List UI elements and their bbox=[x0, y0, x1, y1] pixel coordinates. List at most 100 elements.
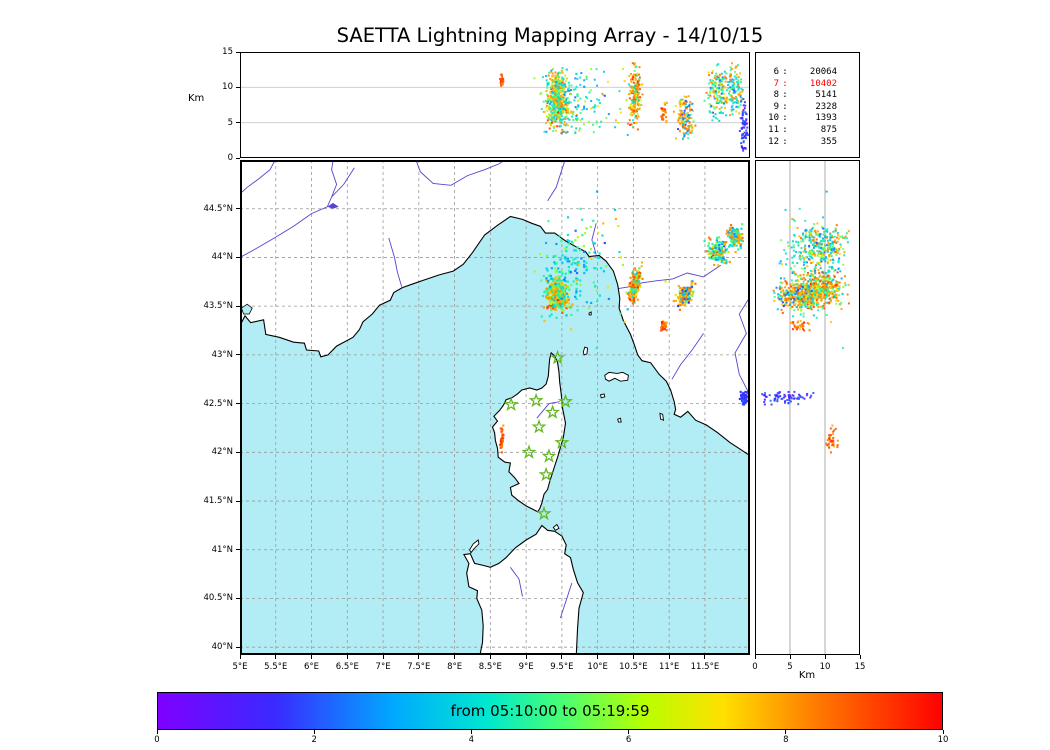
altitude-vs-longitude-panel bbox=[240, 52, 750, 158]
stats-row: 12: 355 bbox=[763, 137, 860, 149]
tick-mark bbox=[313, 730, 315, 734]
tick-mark bbox=[239, 655, 241, 659]
tick-mark bbox=[942, 730, 944, 734]
tick-mark bbox=[668, 655, 670, 659]
tick-mark bbox=[418, 655, 420, 659]
stats-count: 875 bbox=[820, 124, 837, 135]
colorbar-tick-label: 8 bbox=[783, 735, 789, 745]
tick-mark bbox=[236, 597, 240, 599]
longitude-tick-label: 6°E bbox=[304, 662, 320, 672]
tick-mark bbox=[454, 655, 456, 659]
stats-count: 20064 bbox=[809, 67, 837, 77]
tick-mark bbox=[789, 655, 791, 659]
longitude-tick-label: 11°E bbox=[658, 662, 680, 672]
tick-mark bbox=[236, 51, 240, 53]
tick-mark bbox=[236, 157, 240, 159]
colorbar-tick-label: 6 bbox=[625, 735, 632, 745]
right-panel-xlabel: Km bbox=[798, 670, 816, 681]
latitude-tick-label: 41°N bbox=[211, 544, 233, 555]
stats-separator: : bbox=[782, 101, 788, 112]
longitude-tick-label: 5°E bbox=[232, 662, 248, 672]
altitude-tick-label: 10 bbox=[819, 662, 831, 672]
altitude-vs-latitude-panel bbox=[755, 160, 860, 655]
longitude-tick-label: 10.5°E bbox=[619, 662, 648, 672]
stats-altitude: 12 bbox=[768, 136, 779, 147]
stats-row: 6: 20064 bbox=[763, 67, 860, 79]
latitude-tick-label: 43°N bbox=[211, 349, 233, 360]
tick-mark bbox=[754, 655, 756, 659]
longitude-tick-label: 9.5°E bbox=[550, 662, 574, 672]
longitude-tick-label: 10°E bbox=[587, 662, 608, 672]
stats-separator: : bbox=[782, 67, 788, 77]
latitude-tick-label: 40°N bbox=[211, 642, 233, 653]
colorbar-gradient bbox=[157, 692, 943, 730]
longitude-tick-label: 8°E bbox=[447, 662, 463, 672]
stats-altitude: 10 bbox=[768, 113, 779, 124]
tick-mark bbox=[311, 655, 313, 659]
tick-mark bbox=[704, 655, 706, 659]
stats-count: 2328 bbox=[815, 101, 837, 112]
tick-mark bbox=[824, 655, 826, 659]
colorbar-label: from 05:10:00 to 05:19:59 bbox=[450, 702, 650, 720]
stats-separator: : bbox=[782, 113, 788, 124]
longitude-tick-label: 5.5°E bbox=[264, 662, 288, 672]
stats-count: 1393 bbox=[815, 113, 837, 124]
stats-altitude: 6 bbox=[773, 67, 779, 77]
tick-mark bbox=[236, 451, 240, 453]
tick-mark bbox=[236, 646, 240, 648]
tick-mark bbox=[236, 86, 240, 88]
tick-mark bbox=[859, 655, 861, 659]
tick-mark bbox=[525, 655, 527, 659]
latitude-tick-label: 44°N bbox=[211, 252, 233, 263]
longitude-tick-label: 9°E bbox=[518, 662, 534, 672]
stats-count: 355 bbox=[820, 136, 837, 147]
latitude-tick-label: 43.5°N bbox=[203, 301, 233, 312]
stats-altitude: 8 bbox=[773, 90, 779, 101]
latitude-tick-label: 40.5°N bbox=[203, 593, 233, 604]
colorbar-tick-label: 10 bbox=[937, 735, 949, 745]
altitude-tick-label: 15 bbox=[222, 47, 233, 57]
latitude-tick-label: 42°N bbox=[211, 447, 233, 458]
map-scatter-canvas bbox=[240, 160, 750, 655]
longitude-tick-label: 11.5°E bbox=[690, 662, 720, 672]
stats-altitude: 7 bbox=[773, 78, 779, 89]
tick-mark bbox=[236, 305, 240, 307]
altitude-tick-label: 5 bbox=[227, 117, 233, 128]
longitude-tick-label: 7.5°E bbox=[407, 662, 431, 672]
tick-mark bbox=[561, 655, 563, 659]
tick-mark bbox=[382, 655, 384, 659]
colorbar-tick-label: 4 bbox=[468, 735, 475, 745]
stats-separator: : bbox=[782, 78, 788, 89]
figure-title: SAETTA Lightning Mapping Array - 14/10/1… bbox=[336, 24, 764, 47]
stats-row: 11: 875 bbox=[763, 125, 860, 137]
tick-mark bbox=[236, 122, 240, 124]
tick-mark bbox=[470, 730, 472, 734]
stats-row: 8: 5141 bbox=[763, 90, 860, 102]
source-count-stats-box: 6:20064 7:10402 8:5141 9:2328 10:1393 11:875 1… bbox=[755, 52, 860, 158]
colorbar: from 05:10:00 to 05:19:59 bbox=[157, 692, 943, 730]
tick-mark bbox=[632, 655, 634, 659]
stats-count: 10402 bbox=[809, 78, 837, 89]
latitude-tick-label: 44.5°N bbox=[203, 203, 233, 214]
tick-mark bbox=[346, 655, 348, 659]
longitude-tick-label: 7°E bbox=[375, 662, 391, 672]
right-scatter-canvas bbox=[755, 160, 860, 655]
stats-separator: : bbox=[782, 136, 788, 147]
stats-separator: : bbox=[782, 124, 788, 135]
stats-row: 10: 1393 bbox=[763, 113, 860, 125]
altitude-tick-label: 10 bbox=[222, 82, 233, 93]
stats-altitude: 9 bbox=[773, 101, 779, 112]
latitude-tick-label: 42.5°N bbox=[203, 398, 233, 409]
longitude-tick-label: 6.5°E bbox=[335, 662, 359, 672]
tick-mark bbox=[785, 730, 787, 734]
tick-mark bbox=[236, 208, 240, 210]
tick-mark bbox=[156, 730, 158, 734]
longitude-tick-label: 8.5°E bbox=[478, 662, 502, 672]
top-panel-ylabel: Km bbox=[188, 93, 205, 104]
stats-count: 5141 bbox=[815, 90, 837, 101]
tick-mark bbox=[236, 403, 240, 405]
tick-mark bbox=[489, 655, 491, 659]
tick-mark bbox=[628, 730, 630, 734]
latitude-tick-label: 41.5°N bbox=[203, 496, 233, 507]
